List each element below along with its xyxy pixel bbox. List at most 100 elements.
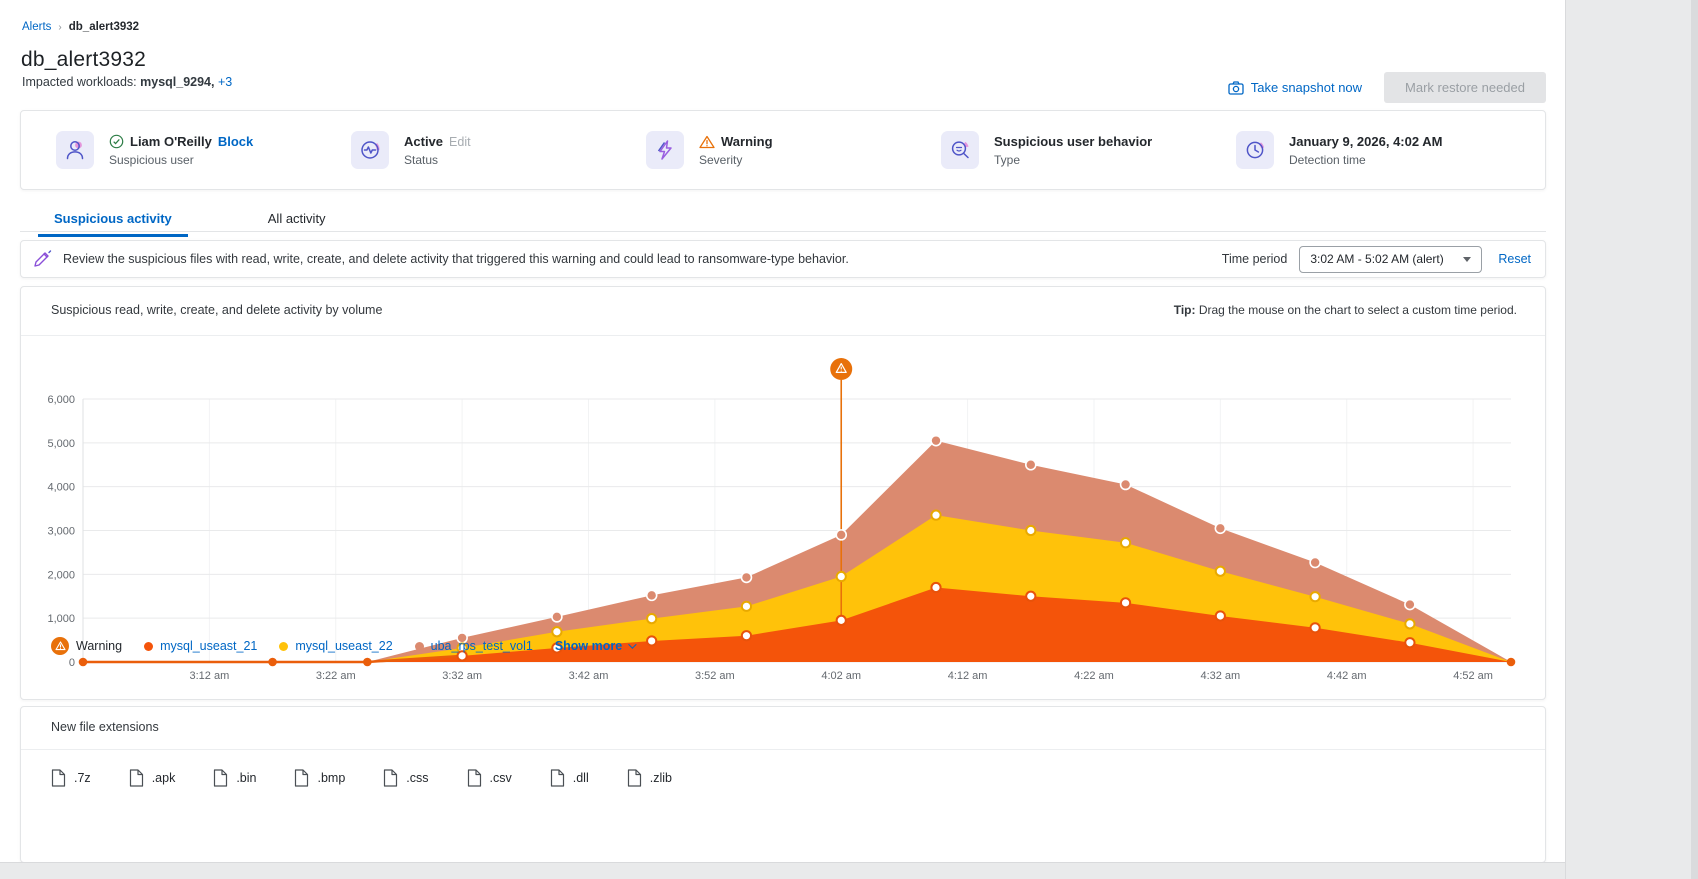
svg-text:1,000: 1,000 xyxy=(47,613,75,625)
legend-volume-link[interactable]: mysql_useast_21 xyxy=(160,639,258,653)
extension-chip[interactable]: .bin xyxy=(213,769,256,787)
tabs: Suspicious activity All activity xyxy=(38,207,342,237)
tab-all-activity[interactable]: All activity xyxy=(267,211,326,226)
severity-value: Warning xyxy=(721,134,773,149)
alert-summary-card: Liam O'Reilly Block Suspicious user Acti… xyxy=(20,110,1546,190)
extension-chips: .7z .apk .bin .bmp .css .csv .dll .zlib xyxy=(51,769,672,787)
svg-text:2,000: 2,000 xyxy=(47,569,75,581)
severity-card: Warning Severity xyxy=(646,131,773,169)
extension-chip[interactable]: .bmp xyxy=(294,769,345,787)
suspicious-user-card: Liam O'Reilly Block Suspicious user xyxy=(56,131,253,169)
svg-text:3:52 am: 3:52 am xyxy=(695,670,735,682)
extension-label: .apk xyxy=(151,771,176,785)
extension-label: .bmp xyxy=(317,771,346,785)
extension-label: .css xyxy=(406,771,429,785)
horizontal-scrollbar-track[interactable] xyxy=(0,862,1565,879)
legend-item: uba_rps_test_vol1 xyxy=(414,639,533,653)
time-period-value: 3:02 AM - 5:02 AM (alert) xyxy=(1310,252,1444,266)
review-banner: Review the suspicious files with read, w… xyxy=(20,240,1546,278)
legend-color-dot xyxy=(279,641,289,651)
svg-text:4,000: 4,000 xyxy=(47,482,75,494)
chart-tip-bold: Tip: xyxy=(1173,303,1196,317)
extension-label: .bin xyxy=(236,771,257,785)
status-label: Status xyxy=(404,153,439,167)
detection-time-card: January 9, 2026, 4:02 AM Detection time xyxy=(1236,131,1442,169)
svg-text:4:02 am: 4:02 am xyxy=(821,670,861,682)
breadcrumb-alerts-link[interactable]: Alerts xyxy=(22,21,52,33)
file-icon xyxy=(51,769,66,787)
type-card: Suspicious user behavior Type xyxy=(941,131,1152,169)
file-icon xyxy=(384,769,398,787)
svg-text:3:32 am: 3:32 am xyxy=(442,670,482,682)
file-icon xyxy=(627,769,641,787)
warning-triangle-icon xyxy=(699,135,715,148)
svg-text:4:22 am: 4:22 am xyxy=(1074,670,1114,682)
suspicious-user-name: Liam O'Reilly xyxy=(130,134,212,149)
file-icon xyxy=(467,769,481,787)
vertical-scrollbar[interactable] xyxy=(1691,0,1698,879)
type-value: Suspicious user behavior xyxy=(994,134,1153,149)
legend-volume-link[interactable]: uba_rps_test_vol1 xyxy=(430,639,533,653)
legend-item: mysql_useast_22 xyxy=(279,639,393,653)
insight-pen-icon xyxy=(34,250,52,267)
svg-text:4:32 am: 4:32 am xyxy=(1200,670,1240,682)
clock-icon xyxy=(1236,131,1274,169)
type-label: Type xyxy=(994,153,1021,167)
extension-chip[interactable]: .7z xyxy=(51,769,91,787)
detection-time-value: January 9, 2026, 4:02 AM xyxy=(1289,134,1443,149)
svg-text:3:12 am: 3:12 am xyxy=(189,670,229,682)
stacked-area-chart[interactable]: 0 1,000 2,000 3,000 4,000 5,000 6,000 3:12 am 3:… xyxy=(21,287,1547,701)
status-icon xyxy=(351,131,389,169)
check-circle-icon xyxy=(109,134,124,149)
block-user-link[interactable]: Block xyxy=(217,134,254,149)
impacted-workloads-value: mysql_9294, xyxy=(140,75,215,89)
breadcrumb-current: db_alert3932 xyxy=(68,21,140,33)
new-file-extensions-title: New file extensions xyxy=(51,720,159,734)
edit-status-link[interactable]: Edit xyxy=(449,134,471,149)
time-period-label: Time period xyxy=(1221,252,1288,266)
chart-tip-text: Drag the mouse on the chart to select a … xyxy=(1195,303,1517,317)
impacted-workloads: Impacted workloads: mysql_9294, +3 xyxy=(22,75,232,89)
show-more-label: Show more xyxy=(554,639,623,653)
status-card: Active Edit Status xyxy=(351,131,471,169)
impacted-workloads-more-link[interactable]: +3 xyxy=(217,75,233,89)
extension-chip[interactable]: .css xyxy=(383,769,429,787)
type-icon xyxy=(941,131,979,169)
header-actions: Take snapshot now Mark restore needed xyxy=(1228,72,1546,103)
extension-chip[interactable]: .csv xyxy=(467,769,512,787)
svg-text:3,000: 3,000 xyxy=(47,526,75,538)
legend-warning: Warning xyxy=(51,637,122,655)
extension-label: .dll xyxy=(572,771,589,785)
suspicious-user-label: Suspicious user xyxy=(109,153,194,167)
extension-chip[interactable]: .zlib xyxy=(627,769,672,787)
svg-text:6,000: 6,000 xyxy=(47,394,75,406)
page-title: db_alert3932 xyxy=(21,48,147,71)
extension-chip[interactable]: .dll xyxy=(550,769,589,787)
breadcrumb-separator-icon: › xyxy=(58,21,62,33)
page-right-gutter xyxy=(1565,0,1698,879)
breadcrumb: Alerts › db_alert3932 xyxy=(22,21,139,33)
legend-series: mysql_useast_21 mysql_useast_22 uba_rps_te… xyxy=(144,639,533,653)
extension-label: .csv xyxy=(489,771,512,785)
legend-item: mysql_useast_21 xyxy=(144,639,257,653)
chart-title: Suspicious read, write, create, and dele… xyxy=(51,303,383,317)
show-more-link[interactable]: Show more xyxy=(554,639,637,653)
reset-time-period-link[interactable]: Reset xyxy=(1498,252,1531,266)
warning-badge-icon xyxy=(51,637,69,655)
file-icon xyxy=(129,769,143,787)
time-period-select[interactable]: 3:02 AM - 5:02 AM (alert) xyxy=(1299,245,1483,273)
severity-label: Severity xyxy=(699,153,743,167)
file-icon xyxy=(295,769,309,787)
extension-label: .7z xyxy=(74,771,91,785)
new-file-extensions-card: New file extensions .7z .apk .bin .bmp .css.… xyxy=(20,706,1546,863)
chart-tip: Tip: Drag the mouse on the chart to sele… xyxy=(1174,303,1517,317)
extension-chip[interactable]: .apk xyxy=(129,769,176,787)
svg-text:0: 0 xyxy=(69,657,75,669)
legend-volume-link[interactable]: mysql_useast_22 xyxy=(295,639,393,653)
take-snapshot-label: Take snapshot now xyxy=(1250,80,1363,95)
take-snapshot-button[interactable]: Take snapshot now xyxy=(1228,80,1362,95)
tab-suspicious-activity[interactable]: Suspicious activity xyxy=(38,207,188,237)
review-banner-text: Review the suspicious files with read, w… xyxy=(63,252,849,266)
chart-divider xyxy=(21,335,1545,336)
mark-restore-button[interactable]: Mark restore needed xyxy=(1384,72,1546,103)
